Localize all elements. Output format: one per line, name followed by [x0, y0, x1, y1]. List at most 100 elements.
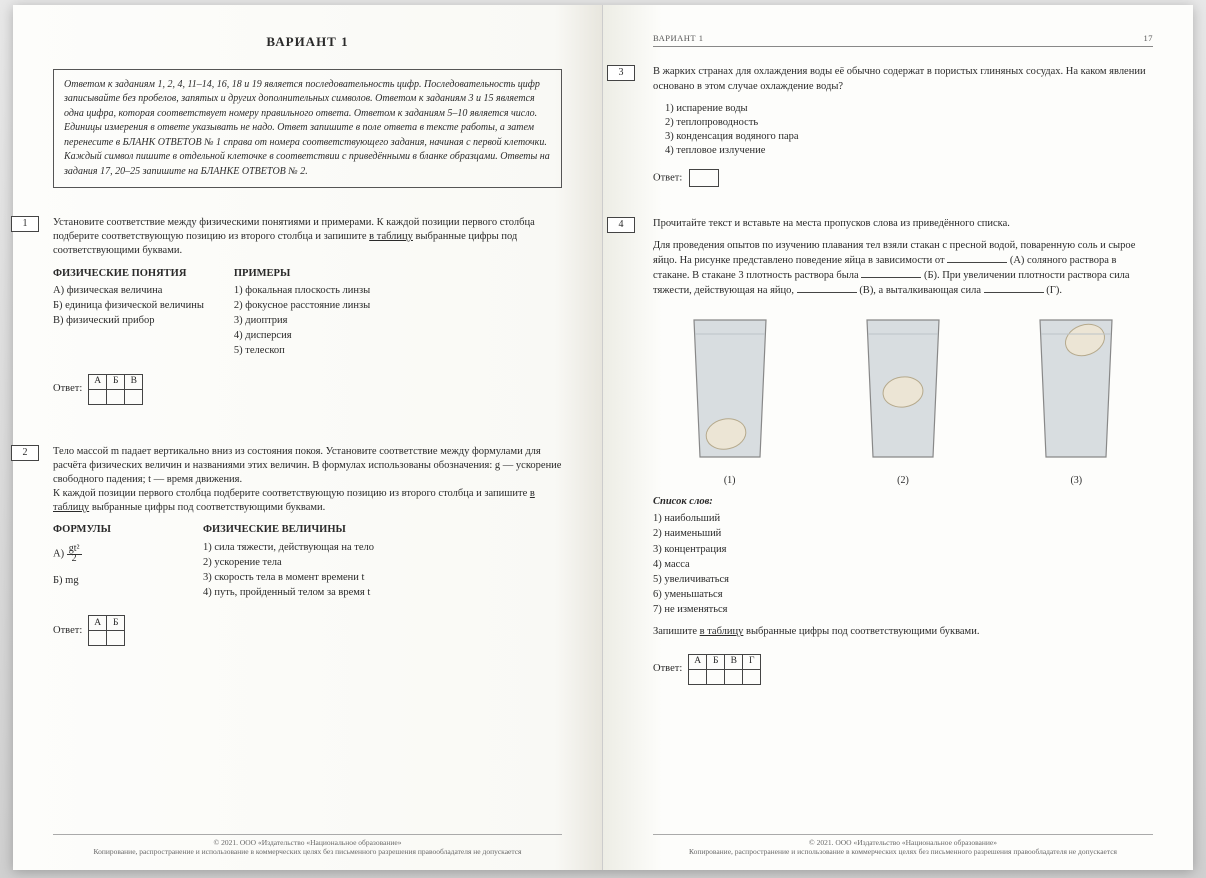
t4-answer-row: Ответ: А Б В Г	[653, 654, 1153, 685]
answer-cell[interactable]	[743, 669, 761, 684]
table-header: В	[125, 374, 143, 389]
blank-b[interactable]	[861, 268, 921, 278]
list-item: 3) концентрация	[653, 543, 1153, 557]
footer-copyright: © 2021. ООО «Издательство «Национальное …	[53, 838, 562, 847]
list-item: 2) фокусное расстояние линзы	[234, 299, 370, 313]
task-2-body: Тело массой m падает вертикально вниз из…	[53, 445, 562, 516]
instructions-box: Ответом к заданиям 1, 2, 4, 11–14, 16, 1…	[53, 69, 562, 189]
task-4: 4 Прочитайте текст и вставьте на места п…	[653, 217, 1153, 685]
t4-word-list: Список слов: 1) наибольший 2) наименьший…	[653, 495, 1153, 617]
glasses-row: (1) (2)	[653, 312, 1153, 487]
table-header: А	[89, 616, 107, 631]
answer-cell[interactable]	[89, 631, 107, 646]
answer-label: Ответ:	[653, 662, 682, 676]
task-1-underline: в таблицу	[369, 231, 413, 242]
glass-svg-1	[684, 312, 776, 462]
answer-cell[interactable]	[707, 669, 725, 684]
list-item: 3) скорость тела в момент времени t	[203, 571, 374, 585]
glass-caption: (1)	[684, 474, 776, 488]
t2-text2: К каждой позиции первого столбца подбери…	[53, 488, 530, 499]
book-spread: ВАРИАНТ 1 Ответом к заданиям 1, 2, 4, 11…	[13, 5, 1193, 870]
task-number: 1	[11, 216, 39, 232]
answer-cell[interactable]	[125, 389, 143, 404]
frac-den: 2	[70, 553, 79, 564]
list-item: А) физическая величина	[53, 284, 204, 298]
glass-caption: (3)	[1030, 474, 1122, 488]
answer-cell[interactable]	[107, 631, 125, 646]
t2-text1: Тело массой m падает вертикально вниз из…	[53, 446, 561, 485]
list-item: 4) путь, пройденный телом за время t	[203, 586, 374, 600]
glass-1: (1)	[684, 312, 776, 487]
task-1-left-col: ФИЗИЧЕСКИЕ ПОНЯТИЯ А) физическая величин…	[53, 267, 204, 360]
footer-note: Копирование, распространение и использов…	[653, 847, 1153, 856]
list-item: 6) уменьшаться	[653, 588, 1153, 602]
list-item: 1) испарение воды	[665, 102, 1153, 116]
list-item: 4) тепловое излучение	[665, 144, 1153, 158]
list-item: 3) конденсация водяного пара	[665, 130, 1153, 144]
task-3: 3 В жарких странах для охлаждения воды е…	[653, 65, 1153, 186]
list-item: 5) увеличиваться	[653, 573, 1153, 587]
answer-cell[interactable]	[89, 389, 107, 404]
t4-paragraph: Для проведения опытов по изучению плаван…	[653, 239, 1153, 299]
glass-svg-3	[1030, 312, 1122, 462]
page-title: ВАРИАНТ 1	[53, 33, 562, 51]
blank-a[interactable]	[947, 253, 1007, 263]
table-header: А	[689, 654, 707, 669]
list-item: 4) масса	[653, 558, 1153, 572]
table-header: А	[89, 374, 107, 389]
right-page: ВАРИАНТ 1 17 3 В жарких странах для охла…	[603, 5, 1193, 870]
table-header: Г	[743, 654, 761, 669]
t3-options: 1) испарение воды 2) теплопроводность 3)…	[653, 102, 1153, 159]
formula-b: Б) mg	[53, 574, 173, 588]
table-header: Б	[107, 374, 125, 389]
t4-tailU: в таблицу	[700, 626, 744, 637]
list-item: 7) не изменяться	[653, 603, 1153, 617]
t1-left-header: ФИЗИЧЕСКИЕ ПОНЯТИЯ	[53, 267, 204, 281]
word-list-header: Список слов:	[653, 495, 1153, 509]
list-item: 2) ускорение тела	[203, 556, 374, 570]
t1-answer-table: А Б В	[88, 374, 143, 405]
blank-g[interactable]	[984, 283, 1044, 293]
answer-cell[interactable]	[725, 669, 743, 684]
page-header: ВАРИАНТ 1 17	[653, 33, 1153, 47]
table-header: Б	[107, 616, 125, 631]
t2-text3: выбранные цифры под соответствующими бук…	[92, 502, 325, 513]
answer-cell[interactable]	[689, 669, 707, 684]
list-item: Б) единица физической величины	[53, 299, 204, 313]
list-item: В) физический прибор	[53, 314, 204, 328]
task-number: 3	[607, 65, 635, 81]
t4-answer-table: А Б В Г	[688, 654, 761, 685]
list-item: 4) дисперсия	[234, 329, 370, 343]
list-item: 2) теплопроводность	[665, 116, 1153, 130]
task-1-body: Установите соответствие между физическим…	[53, 216, 562, 259]
table-header: Б	[707, 654, 725, 669]
header-pagenum: 17	[1144, 33, 1154, 44]
task-1-columns: ФИЗИЧЕСКИЕ ПОНЯТИЯ А) физическая величин…	[53, 267, 562, 360]
word-list: 1) наибольший 2) наименьший 3) концентра…	[653, 512, 1153, 617]
glass-3: (3)	[1030, 312, 1122, 487]
t1-right-list: 1) фокальная плоскость линзы 2) фокусное…	[234, 284, 370, 359]
t2-left-header: ФОРМУЛЫ	[53, 523, 173, 537]
list-item: 3) диоптрия	[234, 314, 370, 328]
t3-answer: Ответ:	[653, 169, 1153, 187]
list-item: 5) телескоп	[234, 344, 370, 358]
answer-box[interactable]	[689, 169, 719, 187]
answer-cell[interactable]	[107, 389, 125, 404]
task-2-columns: ФОРМУЛЫ А) gt²2 Б) mg ФИЗИЧЕСКИЕ ВЕЛИЧИН…	[53, 523, 562, 601]
t2-answer-table: А Б	[88, 615, 125, 646]
task-2: 2 Тело массой m падает вертикально вниз …	[53, 445, 562, 647]
t2-right-list: 1) сила тяжести, действующая на тело 2) …	[203, 541, 374, 601]
list-item: 1) сила тяжести, действующая на тело	[203, 541, 374, 555]
answer-label: Ответ:	[53, 382, 82, 396]
list-item: 1) наибольший	[653, 512, 1153, 526]
left-footer: © 2021. ООО «Издательство «Национальное …	[53, 834, 562, 856]
task-1: 1 Установите соответствие между физическ…	[53, 216, 562, 405]
task-1-right-col: ПРИМЕРЫ 1) фокальная плоскость линзы 2) …	[234, 267, 370, 360]
glass-svg-2	[857, 312, 949, 462]
t4-tail2: выбранные цифры под соответствующими бук…	[746, 626, 979, 637]
t1-answer-row: Ответ: А Б В	[53, 374, 562, 405]
task-2-right-col: ФИЗИЧЕСКИЕ ВЕЛИЧИНЫ 1) сила тяжести, дей…	[203, 523, 374, 601]
header-variant: ВАРИАНТ 1	[653, 33, 703, 44]
blank-v[interactable]	[797, 283, 857, 293]
t1-right-header: ПРИМЕРЫ	[234, 267, 370, 281]
